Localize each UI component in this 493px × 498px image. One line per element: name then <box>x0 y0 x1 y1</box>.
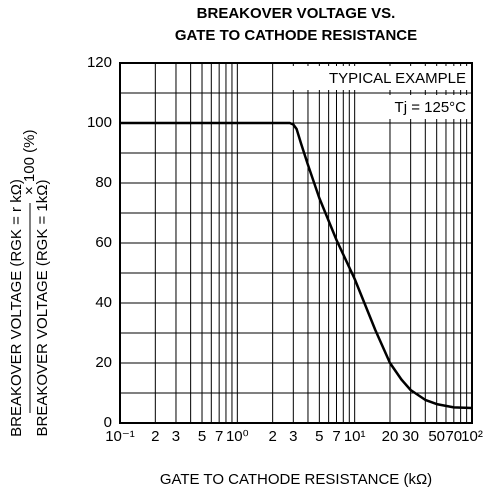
x-tick-label: 20 <box>382 428 399 445</box>
curve <box>120 121 473 410</box>
y-tick-label: 20 <box>95 354 112 371</box>
annotation-bg <box>283 66 469 90</box>
x-tick-label: 50 <box>428 428 445 445</box>
y-tick-label: 100 <box>87 114 112 131</box>
x-tick-label: 70 <box>445 428 462 445</box>
x-tick-label: 5 <box>198 428 206 445</box>
x-tick-label: 10⁰ <box>226 428 249 445</box>
y-axis-label: BREAKOVER VOLTAGE (RGK = r kΩ) BREAKOVER… <box>8 130 51 437</box>
annotation: Tj = 125°C <box>395 99 467 116</box>
x-tick-label: 2 <box>151 428 159 445</box>
x-axis-label: GATE TO CATHODE RESISTANCE (kΩ) <box>160 471 432 488</box>
x-tick-label: 7 <box>332 428 340 445</box>
y-tick-label: 40 <box>95 294 112 311</box>
x-tick-label: 7 <box>215 428 223 445</box>
y-tick-label: 60 <box>95 234 112 251</box>
x-tick-label: 10² <box>461 428 483 445</box>
x-tick-label: 2 <box>268 428 276 445</box>
annotation-bg <box>360 95 469 119</box>
x-tick-label: 3 <box>172 428 180 445</box>
y-tick-label: 80 <box>95 174 112 191</box>
annotation: TYPICAL EXAMPLE <box>329 70 466 87</box>
y-label-denominator: BREAKOVER VOLTAGE (RGK = 1kΩ) <box>34 180 51 437</box>
y-tick-label: 0 <box>104 414 112 431</box>
x-tick-label: 5 <box>315 428 323 445</box>
chart-title: GATE TO CATHODE RESISTANCE <box>175 27 417 44</box>
x-tick-label: 10¹ <box>344 428 366 445</box>
x-tick-label: 10⁻¹ <box>105 428 135 445</box>
x-tick-label: 30 <box>402 428 419 445</box>
chart-title: BREAKOVER VOLTAGE VS. <box>197 5 396 22</box>
y-tick-label: 120 <box>87 54 112 71</box>
x-tick-label: 3 <box>289 428 297 445</box>
y-label-numerator: BREAKOVER VOLTAGE (RGK = r kΩ) <box>8 179 25 437</box>
plot-frame <box>119 62 473 424</box>
y-label-factor: × 100 (%) <box>21 130 38 195</box>
